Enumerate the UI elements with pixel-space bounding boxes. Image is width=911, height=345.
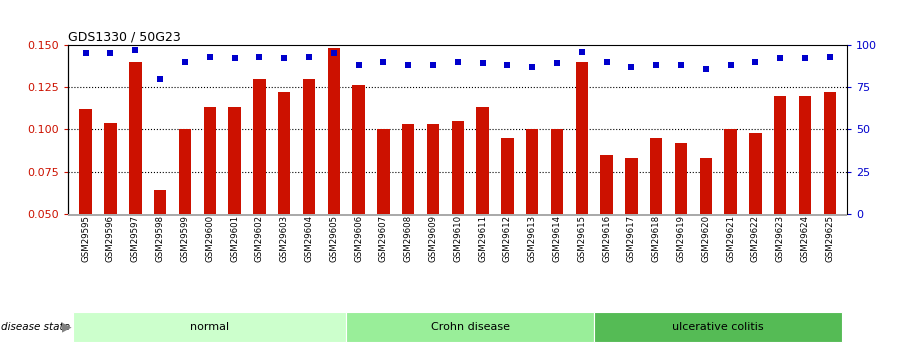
Point [549, 61, 564, 66]
Bar [328, 48, 340, 298]
Bar [501, 138, 514, 298]
Point [425, 62, 440, 68]
Point [78, 50, 93, 56]
Bar [476, 107, 489, 298]
Bar [700, 158, 712, 298]
Point [277, 56, 292, 61]
Point [103, 50, 118, 56]
Point [798, 56, 813, 61]
Bar [675, 143, 687, 298]
Point [352, 62, 366, 68]
Bar [79, 109, 92, 298]
Point [376, 59, 391, 65]
Text: normal: normal [190, 322, 230, 332]
Bar [724, 129, 737, 298]
Text: disease state: disease state [1, 322, 70, 332]
Bar [229, 107, 241, 298]
Point [674, 62, 689, 68]
Point [748, 59, 763, 65]
Text: ▶: ▶ [62, 321, 72, 333]
Bar [203, 107, 216, 298]
Bar [353, 86, 364, 298]
Point [699, 66, 713, 71]
Bar [749, 133, 762, 298]
Point [153, 76, 168, 81]
Point [723, 62, 738, 68]
Point [773, 56, 787, 61]
Bar [302, 79, 315, 298]
Bar [551, 129, 563, 298]
Point [302, 54, 316, 59]
Point [178, 59, 192, 65]
Bar [129, 62, 141, 298]
Point [500, 62, 515, 68]
Bar [402, 124, 415, 298]
Point [202, 54, 217, 59]
Bar [774, 96, 786, 298]
Text: ulcerative colitis: ulcerative colitis [672, 322, 764, 332]
Bar [526, 129, 538, 298]
Bar [625, 158, 638, 298]
Bar [600, 155, 613, 298]
Point [252, 54, 267, 59]
Point [599, 59, 614, 65]
Point [326, 50, 341, 56]
Bar [278, 92, 291, 298]
Bar [426, 124, 439, 298]
Bar [650, 138, 662, 298]
Point [128, 47, 143, 53]
Bar [179, 129, 191, 298]
Bar [452, 121, 464, 298]
Point [575, 49, 589, 55]
Bar [154, 190, 167, 298]
Point [823, 54, 837, 59]
Bar [576, 62, 588, 298]
Bar [104, 122, 117, 298]
Bar [799, 96, 812, 298]
Point [451, 59, 466, 65]
Text: Crohn disease: Crohn disease [431, 322, 509, 332]
Point [401, 62, 415, 68]
Point [649, 62, 663, 68]
Point [525, 64, 539, 70]
Point [227, 56, 241, 61]
Point [624, 64, 639, 70]
Bar [377, 129, 390, 298]
Bar [253, 79, 265, 298]
Point [476, 61, 490, 66]
Text: GDS1330 / 50G23: GDS1330 / 50G23 [68, 31, 181, 44]
Bar [824, 92, 836, 298]
